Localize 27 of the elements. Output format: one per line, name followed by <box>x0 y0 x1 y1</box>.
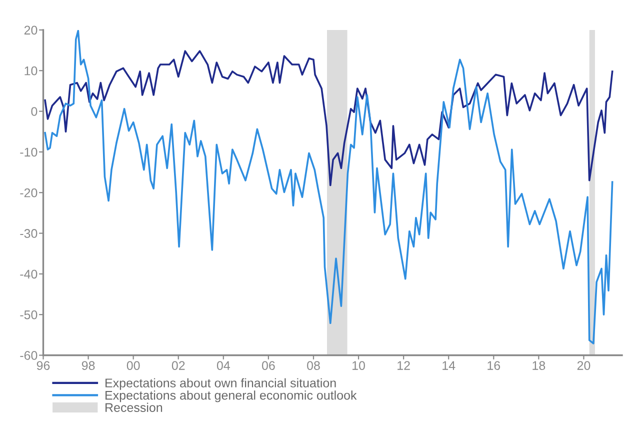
x-tick-label: 10 <box>352 361 365 370</box>
y-tick-label: 0 <box>31 107 38 116</box>
legend-label: Expectations about general economic outlook <box>106 390 357 402</box>
x-tick-label: 14 <box>442 361 456 370</box>
y-tick-label: 10 <box>24 66 38 76</box>
line-series <box>44 50 614 186</box>
x-tick-label: 08 <box>307 361 320 370</box>
x-tick-label: 06 <box>262 361 275 370</box>
x-tick-label: 00 <box>126 361 140 370</box>
x-tick-label: 20 <box>577 361 590 370</box>
y-tick-label: -60 <box>20 351 38 360</box>
x-tick-label: 18 <box>532 361 546 370</box>
y-tick-label: -30 <box>20 229 38 238</box>
x-tick-label: 04 <box>216 361 230 370</box>
x-tick-label: 16 <box>488 361 500 370</box>
x-tick-label: 02 <box>172 361 185 370</box>
legend-label: Recession <box>106 402 162 412</box>
x-tick-label: 96 <box>36 361 50 370</box>
y-tick-label: -10 <box>20 148 38 157</box>
line-series <box>44 30 614 344</box>
y-tick-label: -20 <box>20 188 38 198</box>
x-tick-label: 98 <box>82 361 95 370</box>
y-tick-label: -50 <box>20 310 38 320</box>
y-tick-label: -40 <box>20 270 38 279</box>
x-tick-label: 12 <box>398 361 410 370</box>
legend-label: Expectations about own financial situation <box>106 378 336 390</box>
y-tick-label: 20 <box>24 26 38 35</box>
